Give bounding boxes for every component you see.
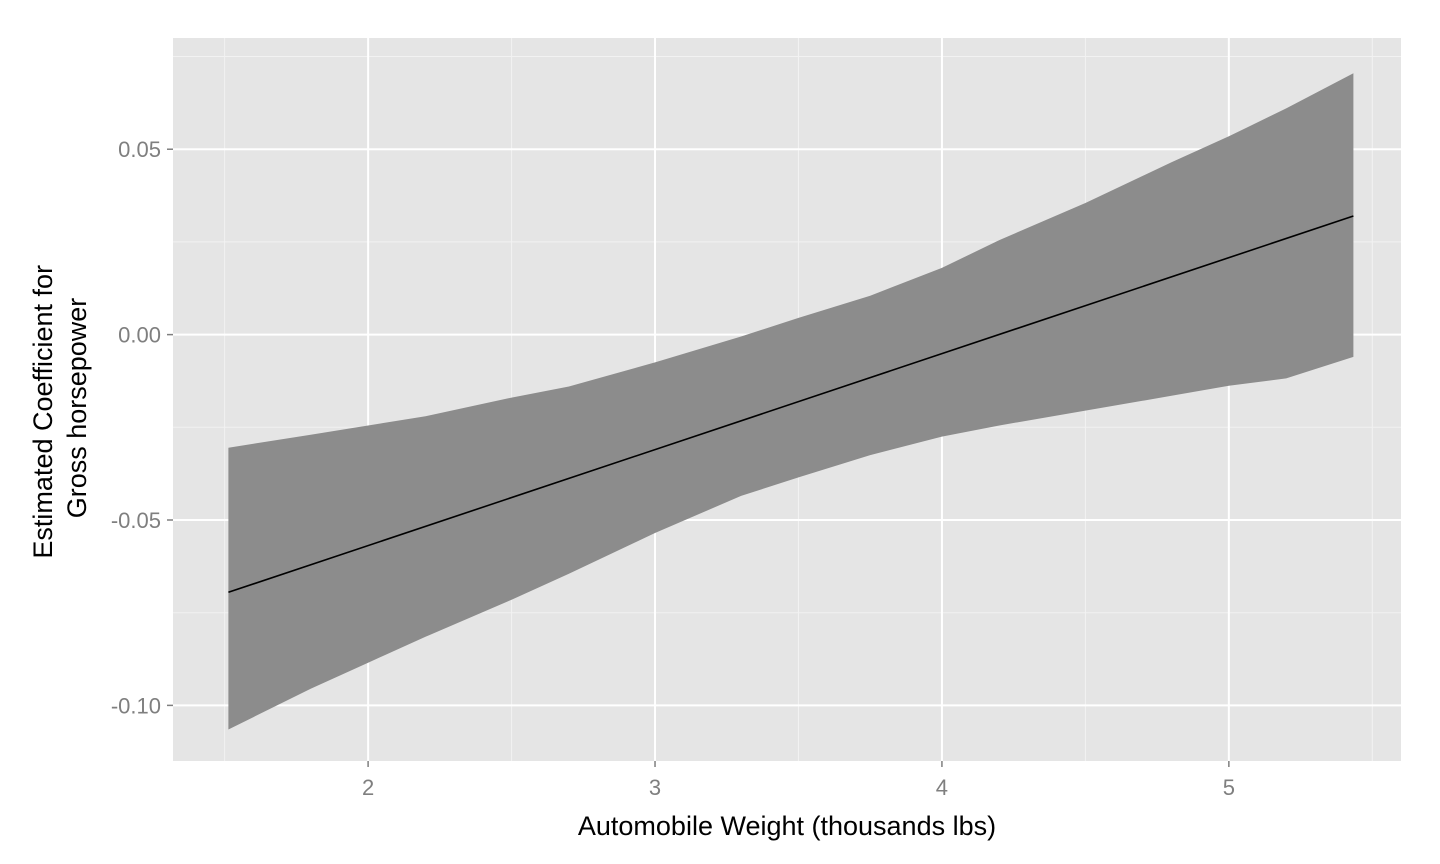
- y-axis: -0.10 -0.05 0.00 0.05: [111, 137, 173, 718]
- y-axis-title-line-2: Gross horsepower: [62, 298, 92, 519]
- y-tick-label: -0.10: [111, 693, 161, 718]
- x-tick-label: 5: [1223, 775, 1235, 800]
- y-tick-label: -0.05: [111, 508, 161, 533]
- estimate-line-layer: [228, 215, 1354, 594]
- y-axis-title-line-1: Estimated Coefficient for: [28, 265, 58, 559]
- x-axis: 2 3 4 5: [362, 761, 1235, 800]
- confidence-ribbon: [228, 73, 1354, 730]
- x-tick-label: 3: [649, 775, 661, 800]
- y-tick-label: 0.05: [118, 137, 161, 162]
- x-tick-label: 4: [936, 775, 948, 800]
- x-axis-title: Automobile Weight (thousands lbs): [578, 811, 996, 841]
- confidence-ribbon-layer: [228, 73, 1354, 730]
- x-tick-label: 2: [362, 775, 374, 800]
- estimate-line: [228, 215, 1354, 594]
- y-tick-label: 0.00: [118, 323, 161, 348]
- y-axis-title: Estimated Coefficient for Gross horsepow…: [28, 257, 92, 558]
